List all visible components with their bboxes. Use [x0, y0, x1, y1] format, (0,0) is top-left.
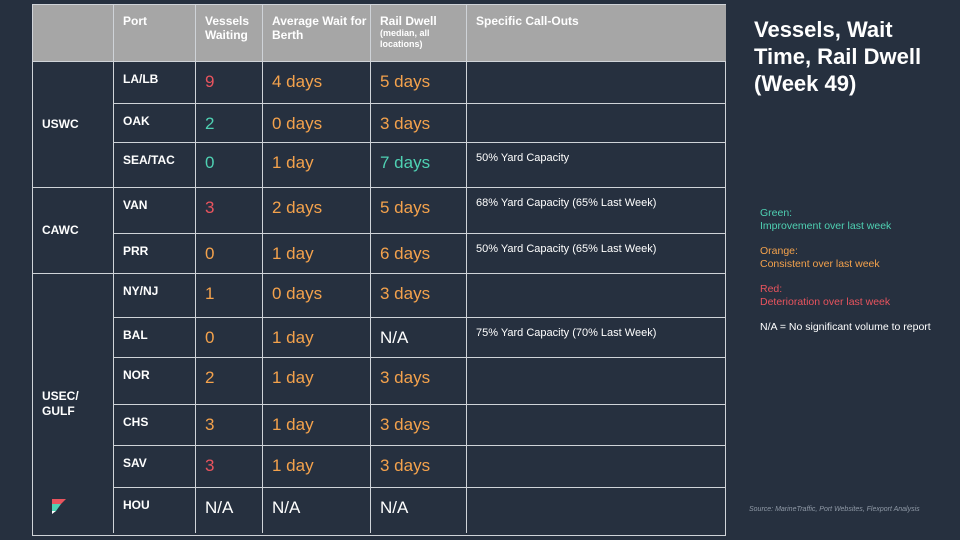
header-port: Port	[114, 5, 196, 62]
legend-orange-label: Orange:	[760, 245, 798, 257]
legend-orange: Orange: Consistent over last week	[760, 245, 955, 271]
legend-red-text: Deterioration over last week	[760, 296, 891, 308]
header-call-outs: Specific Call-Outs	[467, 5, 726, 62]
port-name: SAV	[114, 446, 196, 488]
call-out-text	[467, 446, 726, 488]
legend-red: Red: Deterioration over last week	[760, 283, 955, 309]
average-wait-value: 1 day	[263, 318, 371, 358]
vessels-waiting-value: 0	[196, 318, 263, 358]
call-out-text: 50% Yard Capacity (65% Last Week)	[467, 234, 726, 274]
average-wait-value: 1 day	[263, 358, 371, 405]
legend-na: N/A = No significant volume to report	[760, 321, 931, 333]
region-usec-gulf: USEC/ GULF	[33, 274, 114, 533]
average-wait-value: 1 day	[263, 405, 371, 446]
call-out-text	[467, 358, 726, 405]
call-out-text	[467, 104, 726, 143]
rail-dwell-value: 5 days	[371, 188, 467, 234]
port-name: NY/NJ	[114, 274, 196, 318]
header-rail-dwell: Rail Dwell (median, all locations)	[371, 5, 467, 62]
rail-dwell-value: 3 days	[371, 104, 467, 143]
header-rail-dwell-subtitle: (median, all locations)	[380, 28, 430, 49]
vessels-waiting-value: 2	[196, 358, 263, 405]
rail-dwell-value: N/A	[371, 318, 467, 358]
legend-green: Green: Improvement over last week	[760, 207, 955, 233]
header-region-cell	[33, 5, 114, 62]
average-wait-value: 1 day	[263, 234, 371, 274]
port-name: BAL	[114, 318, 196, 358]
average-wait-value: 0 days	[263, 274, 371, 318]
average-wait-value: N/A	[263, 488, 371, 533]
region-uswc: USWC	[33, 62, 114, 188]
legend-orange-text: Consistent over last week	[760, 258, 880, 270]
legend-green-text: Improvement over last week	[760, 220, 892, 232]
port-name: NOR	[114, 358, 196, 405]
header-rail-dwell-label: Rail Dwell	[380, 14, 437, 28]
rail-dwell-value: 3 days	[371, 358, 467, 405]
vessels-waiting-value: 0	[196, 234, 263, 274]
call-out-text	[467, 62, 726, 104]
port-metrics-table: Port Vessels Waiting Average Wait for Be…	[32, 4, 726, 536]
call-out-text: 50% Yard Capacity	[467, 143, 726, 188]
port-name: OAK	[114, 104, 196, 143]
call-out-text: 68% Yard Capacity (65% Last Week)	[467, 188, 726, 234]
vessels-waiting-value: 0	[196, 143, 263, 188]
average-wait-value: 4 days	[263, 62, 371, 104]
header-average-wait: Average Wait for Berth	[263, 5, 371, 62]
legend-green-label: Green:	[760, 207, 793, 219]
port-name: CHS	[114, 405, 196, 446]
port-name: VAN	[114, 188, 196, 234]
legend-red-label: Red:	[760, 283, 783, 295]
port-name: PRR	[114, 234, 196, 274]
header-vessels-waiting: Vessels Waiting	[196, 5, 263, 62]
color-legend: Green: Improvement over last week Orange…	[760, 207, 955, 346]
port-name: SEA/TAC	[114, 143, 196, 188]
call-out-text: 75% Yard Capacity (70% Last Week)	[467, 318, 726, 358]
call-out-text	[467, 488, 726, 533]
vessels-waiting-value: N/A	[196, 488, 263, 533]
rail-dwell-value: N/A	[371, 488, 467, 533]
average-wait-value: 0 days	[263, 104, 371, 143]
source-note: Source: MarineTraffic, Port Websites, Fl…	[749, 506, 920, 513]
call-out-text	[467, 405, 726, 446]
call-out-text	[467, 274, 726, 318]
vessels-waiting-value: 1	[196, 274, 263, 318]
vessels-waiting-value: 9	[196, 62, 263, 104]
vessels-waiting-value: 2	[196, 104, 263, 143]
flexport-logo-icon	[52, 499, 66, 514]
rail-dwell-value: 3 days	[371, 405, 467, 446]
average-wait-value: 1 day	[263, 143, 371, 188]
port-name: LA/LB	[114, 62, 196, 104]
rail-dwell-value: 7 days	[371, 143, 467, 188]
average-wait-value: 2 days	[263, 188, 371, 234]
average-wait-value: 1 day	[263, 446, 371, 488]
vessels-waiting-value: 3	[196, 188, 263, 234]
vessels-waiting-value: 3	[196, 446, 263, 488]
vessels-waiting-value: 3	[196, 405, 263, 446]
rail-dwell-value: 5 days	[371, 62, 467, 104]
rail-dwell-value: 6 days	[371, 234, 467, 274]
region-usec-gulf-label: USEC/ GULF	[42, 388, 79, 418]
region-cawc: CAWC	[33, 188, 114, 274]
page-title: Vessels, Wait Time, Rail Dwell (Week 49)	[754, 17, 922, 96]
rail-dwell-value: 3 days	[371, 446, 467, 488]
rail-dwell-value: 3 days	[371, 274, 467, 318]
port-name: HOU	[114, 488, 196, 533]
